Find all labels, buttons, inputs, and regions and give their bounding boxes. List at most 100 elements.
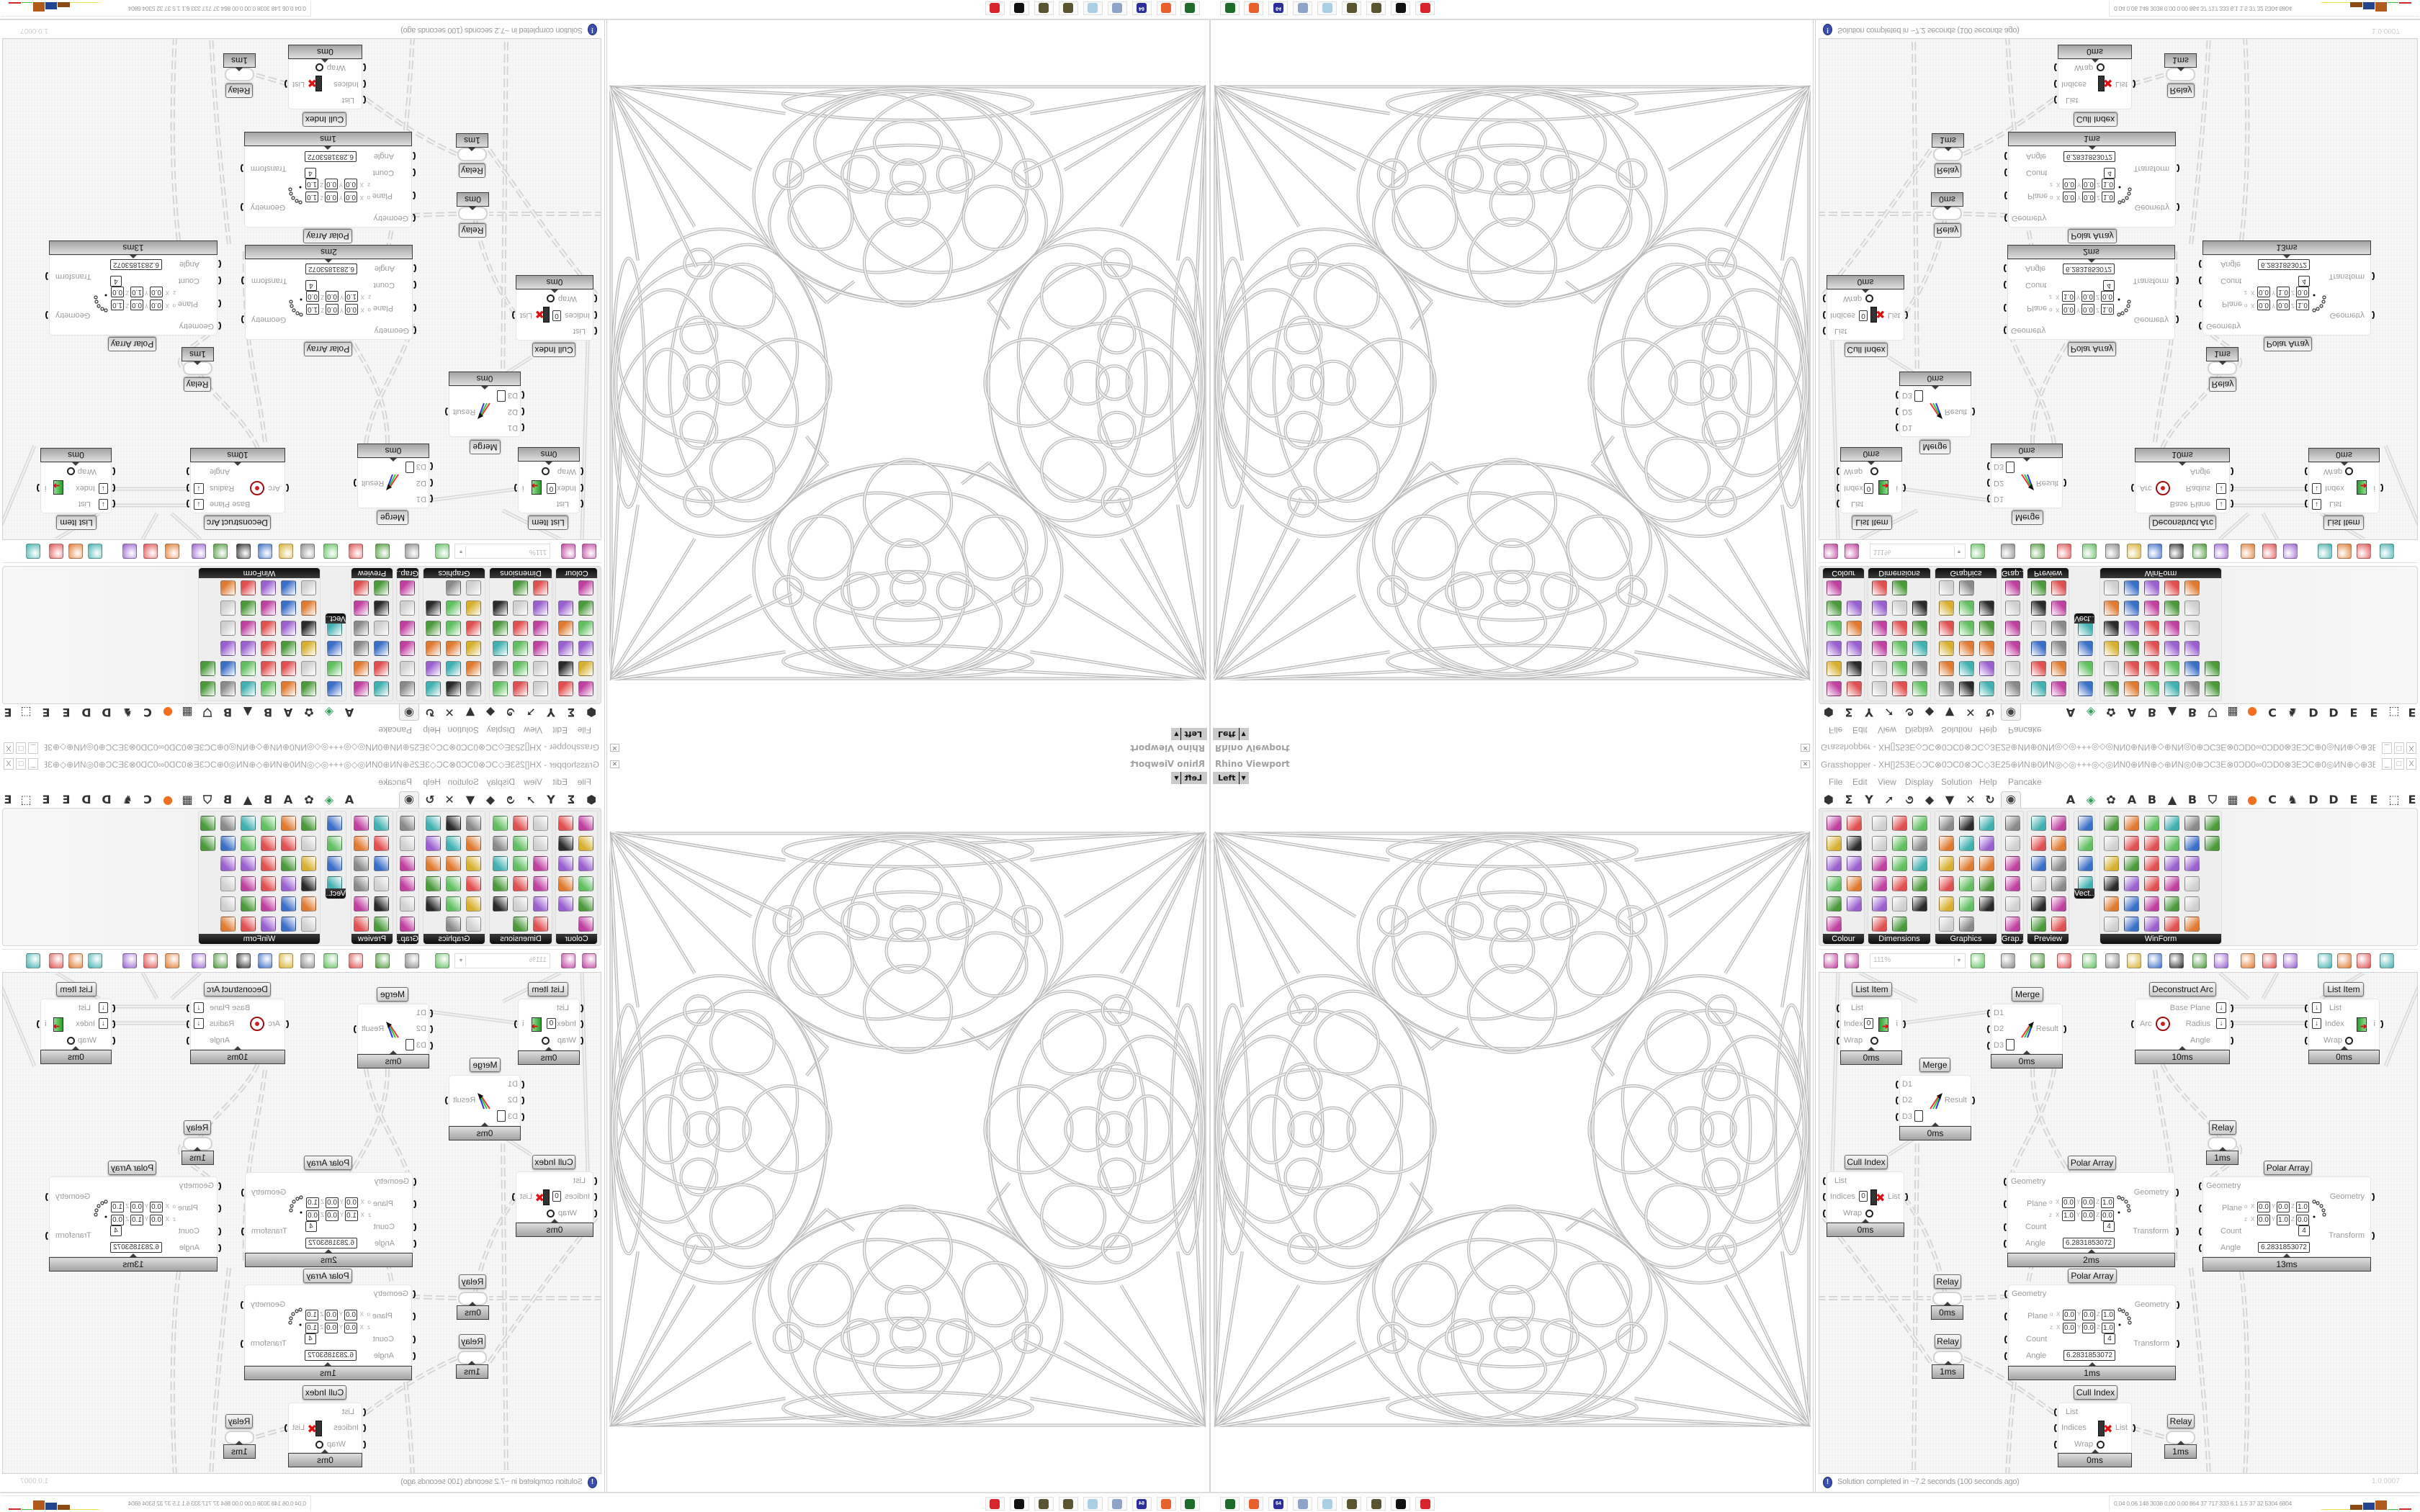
histogram-icon[interactable] [2005,816,2020,831]
tab-sets[interactable]: Y [1861,705,1877,719]
palette-group-label[interactable]: Preview [351,934,393,944]
value-count[interactable]: 4 [305,1333,316,1344]
search-s-icon[interactable] [2148,953,2162,968]
bulb-icon[interactable] [213,544,228,559]
dimension-angular-icon[interactable] [493,681,508,696]
zoom-extents-icon[interactable] [435,544,449,559]
person-icon[interactable] [220,856,236,871]
input-grip[interactable] [2199,1228,2202,1236]
value-angle[interactable]: 6.2831853072 [305,1238,357,1248]
input-grip[interactable] [362,1424,366,1432]
tab-mountain[interactable]: ▲ [240,705,256,719]
list-item-component[interactable]: List Index 0 Wrap i ➜ [1837,999,1906,1050]
tab-display-eye[interactable]: ◉ [399,703,419,721]
wrap-toggle[interactable] [547,1210,555,1218]
input-grip[interactable] [2305,1004,2308,1012]
output-grip[interactable] [1904,311,1908,319]
relay-title[interactable]: Relay [2209,1120,2236,1135]
eye-ring-icon[interactable] [426,681,441,696]
output-grip[interactable] [1971,408,1975,415]
palette-group-label[interactable]: Graphics [1935,934,1996,944]
dimension-extension-icon[interactable] [493,641,508,656]
grid-dark-icon[interactable] [2205,816,2220,831]
plane-z-z[interactable]: 1.0 [305,1323,318,1333]
grid-yellow-icon[interactable] [2164,661,2179,676]
bar-green-icon[interactable] [2144,600,2159,616]
tag-delete-icon[interactable] [1872,681,1887,696]
merge-component[interactable]: D1 D2 D3 Result [354,1004,433,1054]
calendar-icon[interactable] [2104,580,2119,595]
list-circle-icon[interactable] [1959,641,1974,656]
tab-transform[interactable]: ↻ [422,793,438,807]
tab-letter-tab[interactable]: A [2124,793,2140,807]
tab-letter-tab[interactable]: D [2326,793,2341,807]
grid-hatch-icon[interactable] [533,876,548,891]
plane-o-x[interactable]: 0.0 [345,304,358,315]
text-lines-icon[interactable] [261,681,276,696]
taskbar-terminal-app[interactable] [1220,1,1240,15]
at-sign-icon[interactable] [323,953,338,968]
green-shape-icon[interactable] [68,953,83,968]
input-grip[interactable] [2199,300,2202,307]
output-grip[interactable] [354,479,357,487]
color-sphere-icon[interactable] [1827,621,1842,636]
image-stack-icon[interactable] [400,600,415,616]
tab-letter-tab[interactable]: E [58,705,74,719]
plane-o-y[interactable]: 0.0 [325,192,338,202]
search-s-icon[interactable] [258,544,272,559]
checkbox-icon[interactable] [301,856,316,871]
landscape-icon[interactable] [354,836,369,851]
list-form-icon[interactable] [281,681,296,696]
output-grip[interactable] [187,1004,190,1012]
checkbox-icon[interactable] [2104,856,2119,871]
leader-icon[interactable] [533,600,548,616]
value-angle[interactable]: 6.2831853072 [110,259,162,270]
palette-group-label[interactable]: Vect... [2074,888,2094,899]
deconstruct-arc-component[interactable]: Arc Base Plane ↓ Radius ↓ Angle [187,999,289,1050]
numeric-2-icon[interactable] [281,896,296,912]
input-grip[interactable] [2054,1408,2058,1416]
tag-delete-icon[interactable] [533,816,548,831]
new-file-icon[interactable] [582,953,596,968]
color-triangle-icon[interactable] [1847,836,1862,851]
image-tree-icon[interactable] [2144,856,2159,871]
input-grip[interactable] [521,1081,524,1089]
input-grip[interactable] [429,462,433,470]
down-arrow-icon[interactable]: ↓ [99,1018,108,1029]
wrap-toggle[interactable] [1865,294,1873,302]
heart-mesh-icon[interactable] [2051,641,2066,656]
dimension-angular-icon[interactable] [1912,681,1927,696]
tab-letter-tab[interactable]: E [2366,705,2382,719]
image-tree-icon[interactable] [354,580,369,595]
output-grip[interactable] [2063,1025,2066,1033]
value-angle[interactable]: 6.2831853072 [2063,264,2115,274]
close-icon[interactable]: ✕ [610,744,619,752]
merge-component[interactable]: D1 D2 D3 Result [1987,458,2066,508]
polar-array-title[interactable]: Polar Array [2068,229,2117,243]
gha-icon[interactable] [2105,544,2120,559]
taskbar-notepad-app-2[interactable] [1317,1,1337,15]
viewport-view-dropdown[interactable]: Left ▼ [1171,772,1207,784]
warning-triangle-icon[interactable] [513,917,528,932]
package-icon[interactable] [2169,544,2184,559]
bar-arrow-icon[interactable] [2184,917,2200,932]
value-angle[interactable]: 6.2831853072 [305,264,357,274]
blur-dot-icon[interactable] [466,856,481,871]
pie-face-icon[interactable] [220,836,236,851]
camera-icon[interactable] [354,681,369,696]
plane-z-z[interactable]: 0.0 [2101,291,2114,302]
numeric-icon[interactable] [281,876,296,891]
path-points-icon[interactable] [327,836,342,851]
polar-array-title[interactable]: Polar Array [2068,1269,2117,1283]
sketch-brush-icon[interactable] [2030,544,2045,559]
value-count[interactable]: 4 [110,276,122,287]
gradient-icon[interactable] [1847,816,1862,831]
pie-ring-icon[interactable] [400,641,415,656]
dimension-linear-icon[interactable] [513,681,528,696]
relay-title[interactable]: Relay [459,1334,485,1349]
image-stack-icon[interactable] [400,896,415,912]
palette-group-label[interactable]: Graphics [424,568,485,578]
tab-mountain[interactable]: ▲ [2164,793,2180,807]
slider-handle-icon[interactable] [261,836,276,851]
line-graph-icon[interactable] [2005,621,2020,636]
